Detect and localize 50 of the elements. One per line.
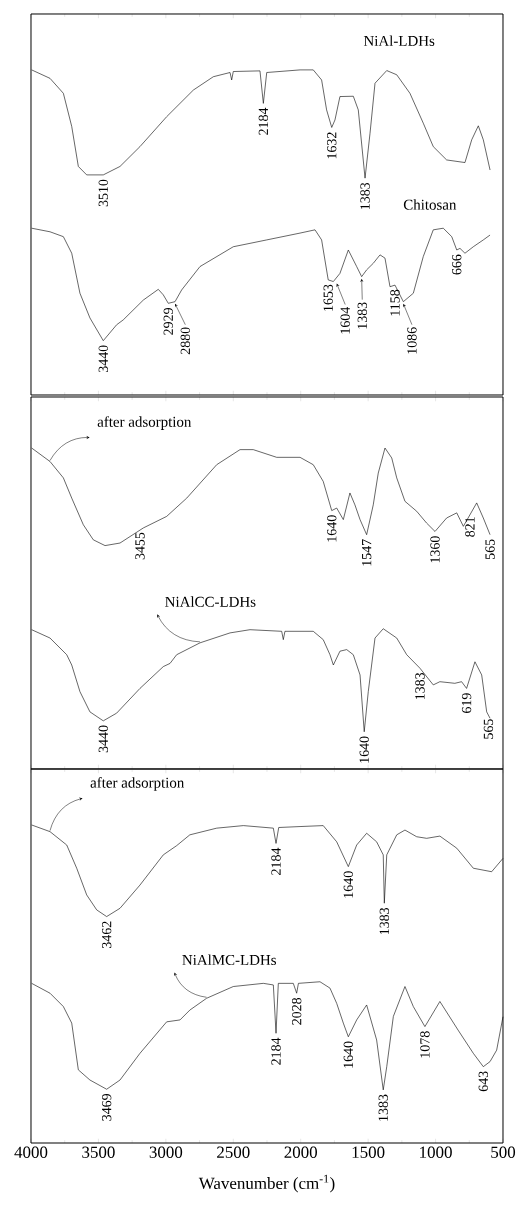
text: NiAl-LDHs <box>363 35 435 46</box>
annotation: 1547 <box>361 539 372 566</box>
annotation: 1640 <box>343 871 354 898</box>
annotation: 2184 <box>258 107 269 135</box>
annotation: 1640 <box>343 1041 354 1068</box>
x-tick-label: 4000 <box>14 1146 48 1158</box>
series-label: NiAlMC-LDHs <box>182 954 276 965</box>
annotation: 1653 <box>323 284 333 311</box>
x-axis-title: Wavenumber (cm$^{-1}$) <box>198 1174 335 1193</box>
annotation: 1604 <box>340 306 350 334</box>
annotation: 666 <box>452 254 462 275</box>
annotation: 1360 <box>430 536 440 563</box>
annotation: 3510 <box>98 179 108 207</box>
annotation: 565 <box>483 719 494 739</box>
annotation: 1078 <box>420 1031 430 1058</box>
annotation: 1383 <box>357 302 367 329</box>
x-tick-label: 500 <box>491 1146 516 1158</box>
text: after adsorption <box>97 416 192 430</box>
x-tick-label: 1500 <box>352 1146 385 1158</box>
annotation: 3469 <box>101 1094 112 1121</box>
annotation: 2184 <box>271 847 281 875</box>
annotation: 1383 <box>360 182 370 210</box>
annotation: 1640 <box>327 515 337 542</box>
annotation: 643 <box>478 1071 488 1092</box>
annotation: 3440 <box>98 345 108 373</box>
annotation: 1383 <box>378 1094 388 1121</box>
annotation: 1632 <box>327 132 337 159</box>
annotation: 1640 <box>359 736 369 763</box>
annotation: 2028 <box>291 997 302 1025</box>
x-tick-label: 1000 <box>420 1146 452 1158</box>
annotation: 821 <box>465 517 475 537</box>
annotation: 2880 <box>180 327 191 355</box>
series-label: NiAlCC-LDHs <box>165 596 256 607</box>
x-tick-label: 2000 <box>284 1146 318 1158</box>
text: after adsorption <box>90 777 185 791</box>
annotation: 3455 <box>135 532 145 560</box>
annotation: 2929 <box>163 308 173 335</box>
x-tick-label: 2500 <box>217 1146 250 1158</box>
annotation: 1383 <box>379 907 390 935</box>
annotation: 565 <box>485 539 495 559</box>
annotation: 1158 <box>390 289 400 316</box>
x-tick-label: 3000 <box>149 1146 183 1158</box>
x-tick-label: 3500 <box>82 1146 115 1158</box>
annotation: 1086 <box>407 327 417 354</box>
annotation: 3440 <box>98 725 108 753</box>
annotation: 2184 <box>271 1037 281 1065</box>
annotation: 3462 <box>101 921 112 948</box>
annotation: 619 <box>461 693 472 713</box>
series-label: Chitosan <box>403 199 457 210</box>
annotation: 1383 <box>415 672 425 700</box>
